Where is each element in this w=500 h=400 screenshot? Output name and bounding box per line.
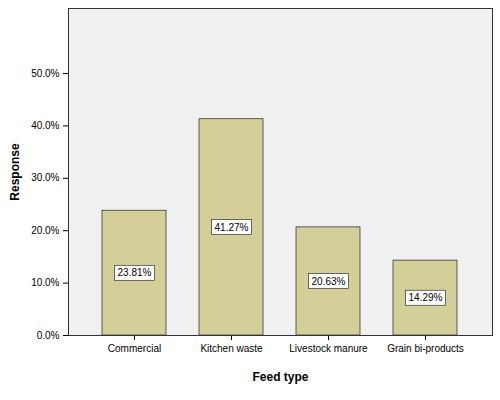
- svg-text:50.0%: 50.0%: [31, 68, 59, 79]
- svg-text:20.63%: 20.63%: [312, 276, 346, 287]
- svg-text:14.29%: 14.29%: [409, 292, 443, 303]
- svg-text:10.0%: 10.0%: [31, 277, 59, 288]
- svg-text:20.0%: 20.0%: [31, 225, 59, 236]
- svg-text:Kitchen waste: Kitchen waste: [200, 343, 263, 354]
- svg-text:30.0%: 30.0%: [31, 172, 59, 183]
- svg-text:40.0%: 40.0%: [31, 120, 59, 131]
- svg-text:Feed type: Feed type: [252, 370, 308, 384]
- svg-text:23.81%: 23.81%: [118, 267, 152, 278]
- svg-text:Grain bi-products: Grain bi-products: [387, 343, 464, 354]
- svg-text:Commercial: Commercial: [108, 343, 161, 354]
- svg-text:Livestock manure: Livestock manure: [289, 343, 368, 354]
- svg-text:Response: Response: [8, 143, 22, 201]
- svg-text:0.0%: 0.0%: [37, 330, 60, 341]
- svg-text:41.27%: 41.27%: [215, 222, 249, 233]
